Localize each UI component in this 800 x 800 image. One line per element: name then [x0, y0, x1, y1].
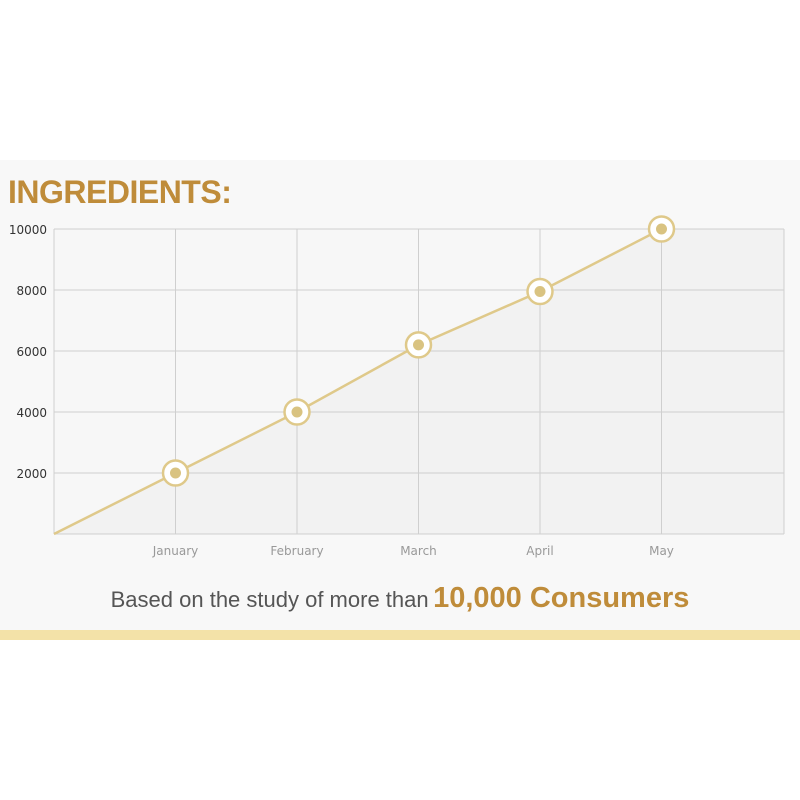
y-tick-label: 10000: [9, 223, 47, 237]
data-point: [656, 223, 667, 235]
x-tick-label: May: [649, 544, 674, 558]
accent-bottom-bar: [0, 630, 800, 640]
study-caption: Based on the study of more than 10,000 C…: [0, 578, 800, 623]
x-tick-label: March: [400, 544, 437, 558]
y-tick-label: 6000: [16, 345, 47, 359]
x-tick-label: April: [526, 544, 553, 558]
y-tick-label: 2000: [16, 467, 47, 481]
data-point: [413, 339, 424, 351]
series-line: [53, 227, 663, 536]
data-point: [534, 286, 546, 298]
data-point: [291, 406, 303, 418]
caption-lead-text: Based on the study of more than: [110, 587, 429, 612]
y-tick-label: 8000: [16, 284, 47, 298]
x-tick-label: January: [152, 544, 199, 558]
data-point: [170, 467, 181, 479]
page-title: INGREDIENTS:: [8, 174, 232, 210]
x-tick-label: February: [270, 544, 323, 558]
y-tick-label: 4000: [16, 406, 47, 420]
caption-emphasis-text: 10,000 Consumers: [433, 582, 690, 614]
